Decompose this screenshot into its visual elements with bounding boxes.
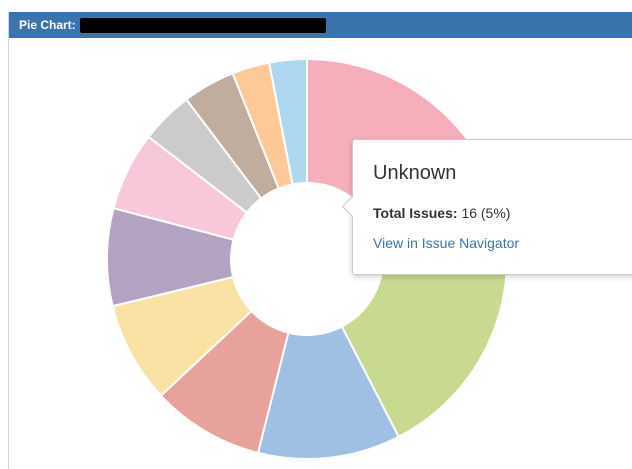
slice-tooltip: Unknown Total Issues: 16 (5%) View in Is… [341,139,632,275]
pie-slice-3[interactable] [256,325,400,460]
view-in-issue-navigator-link[interactable]: View in Issue Navigator [373,235,520,251]
tooltip-title: Unknown [373,162,457,184]
tooltip-total: Total Issues: 16 (5%) [373,205,621,221]
panel-header: Pie Chart: [9,12,632,38]
tooltip-total-value: 16 (5%) [461,205,511,221]
panel-title: Pie Chart: [19,18,76,32]
redacted-title-block [79,17,326,33]
tooltip-total-label: Total Issues: [373,205,458,221]
pie-slice-11[interactable] [267,57,308,186]
